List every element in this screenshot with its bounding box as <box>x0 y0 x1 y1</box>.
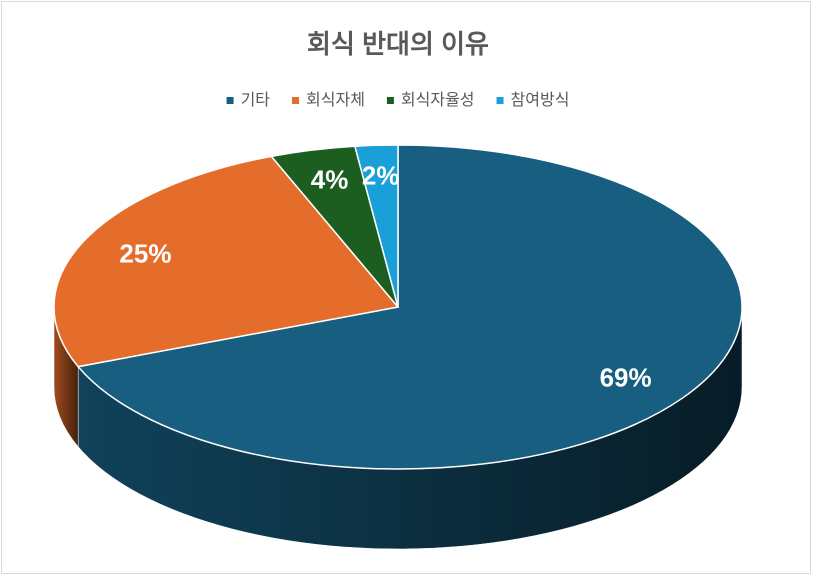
legend-swatch <box>292 97 300 104</box>
slice <box>76 144 743 470</box>
legend-swatch <box>386 97 394 104</box>
legend-label: 회식자체 <box>306 91 365 109</box>
slice <box>53 155 400 368</box>
data-label: 69% <box>600 363 652 393</box>
data-label: 4% <box>311 164 349 194</box>
legend-label: 참여방식 <box>511 91 570 109</box>
legend-swatch <box>496 97 504 104</box>
legend-swatch <box>226 97 234 104</box>
data-label: 25% <box>119 238 171 268</box>
legend-label: 회식자율성 <box>401 91 475 109</box>
legend: 기타 회식자체 회식자율성 참여방식 <box>226 91 570 109</box>
legend-label: 기타 <box>241 91 271 109</box>
slice <box>353 144 399 308</box>
chart-title: 회식 반대의 이유 <box>307 29 489 59</box>
data-label: 2% <box>362 161 400 191</box>
